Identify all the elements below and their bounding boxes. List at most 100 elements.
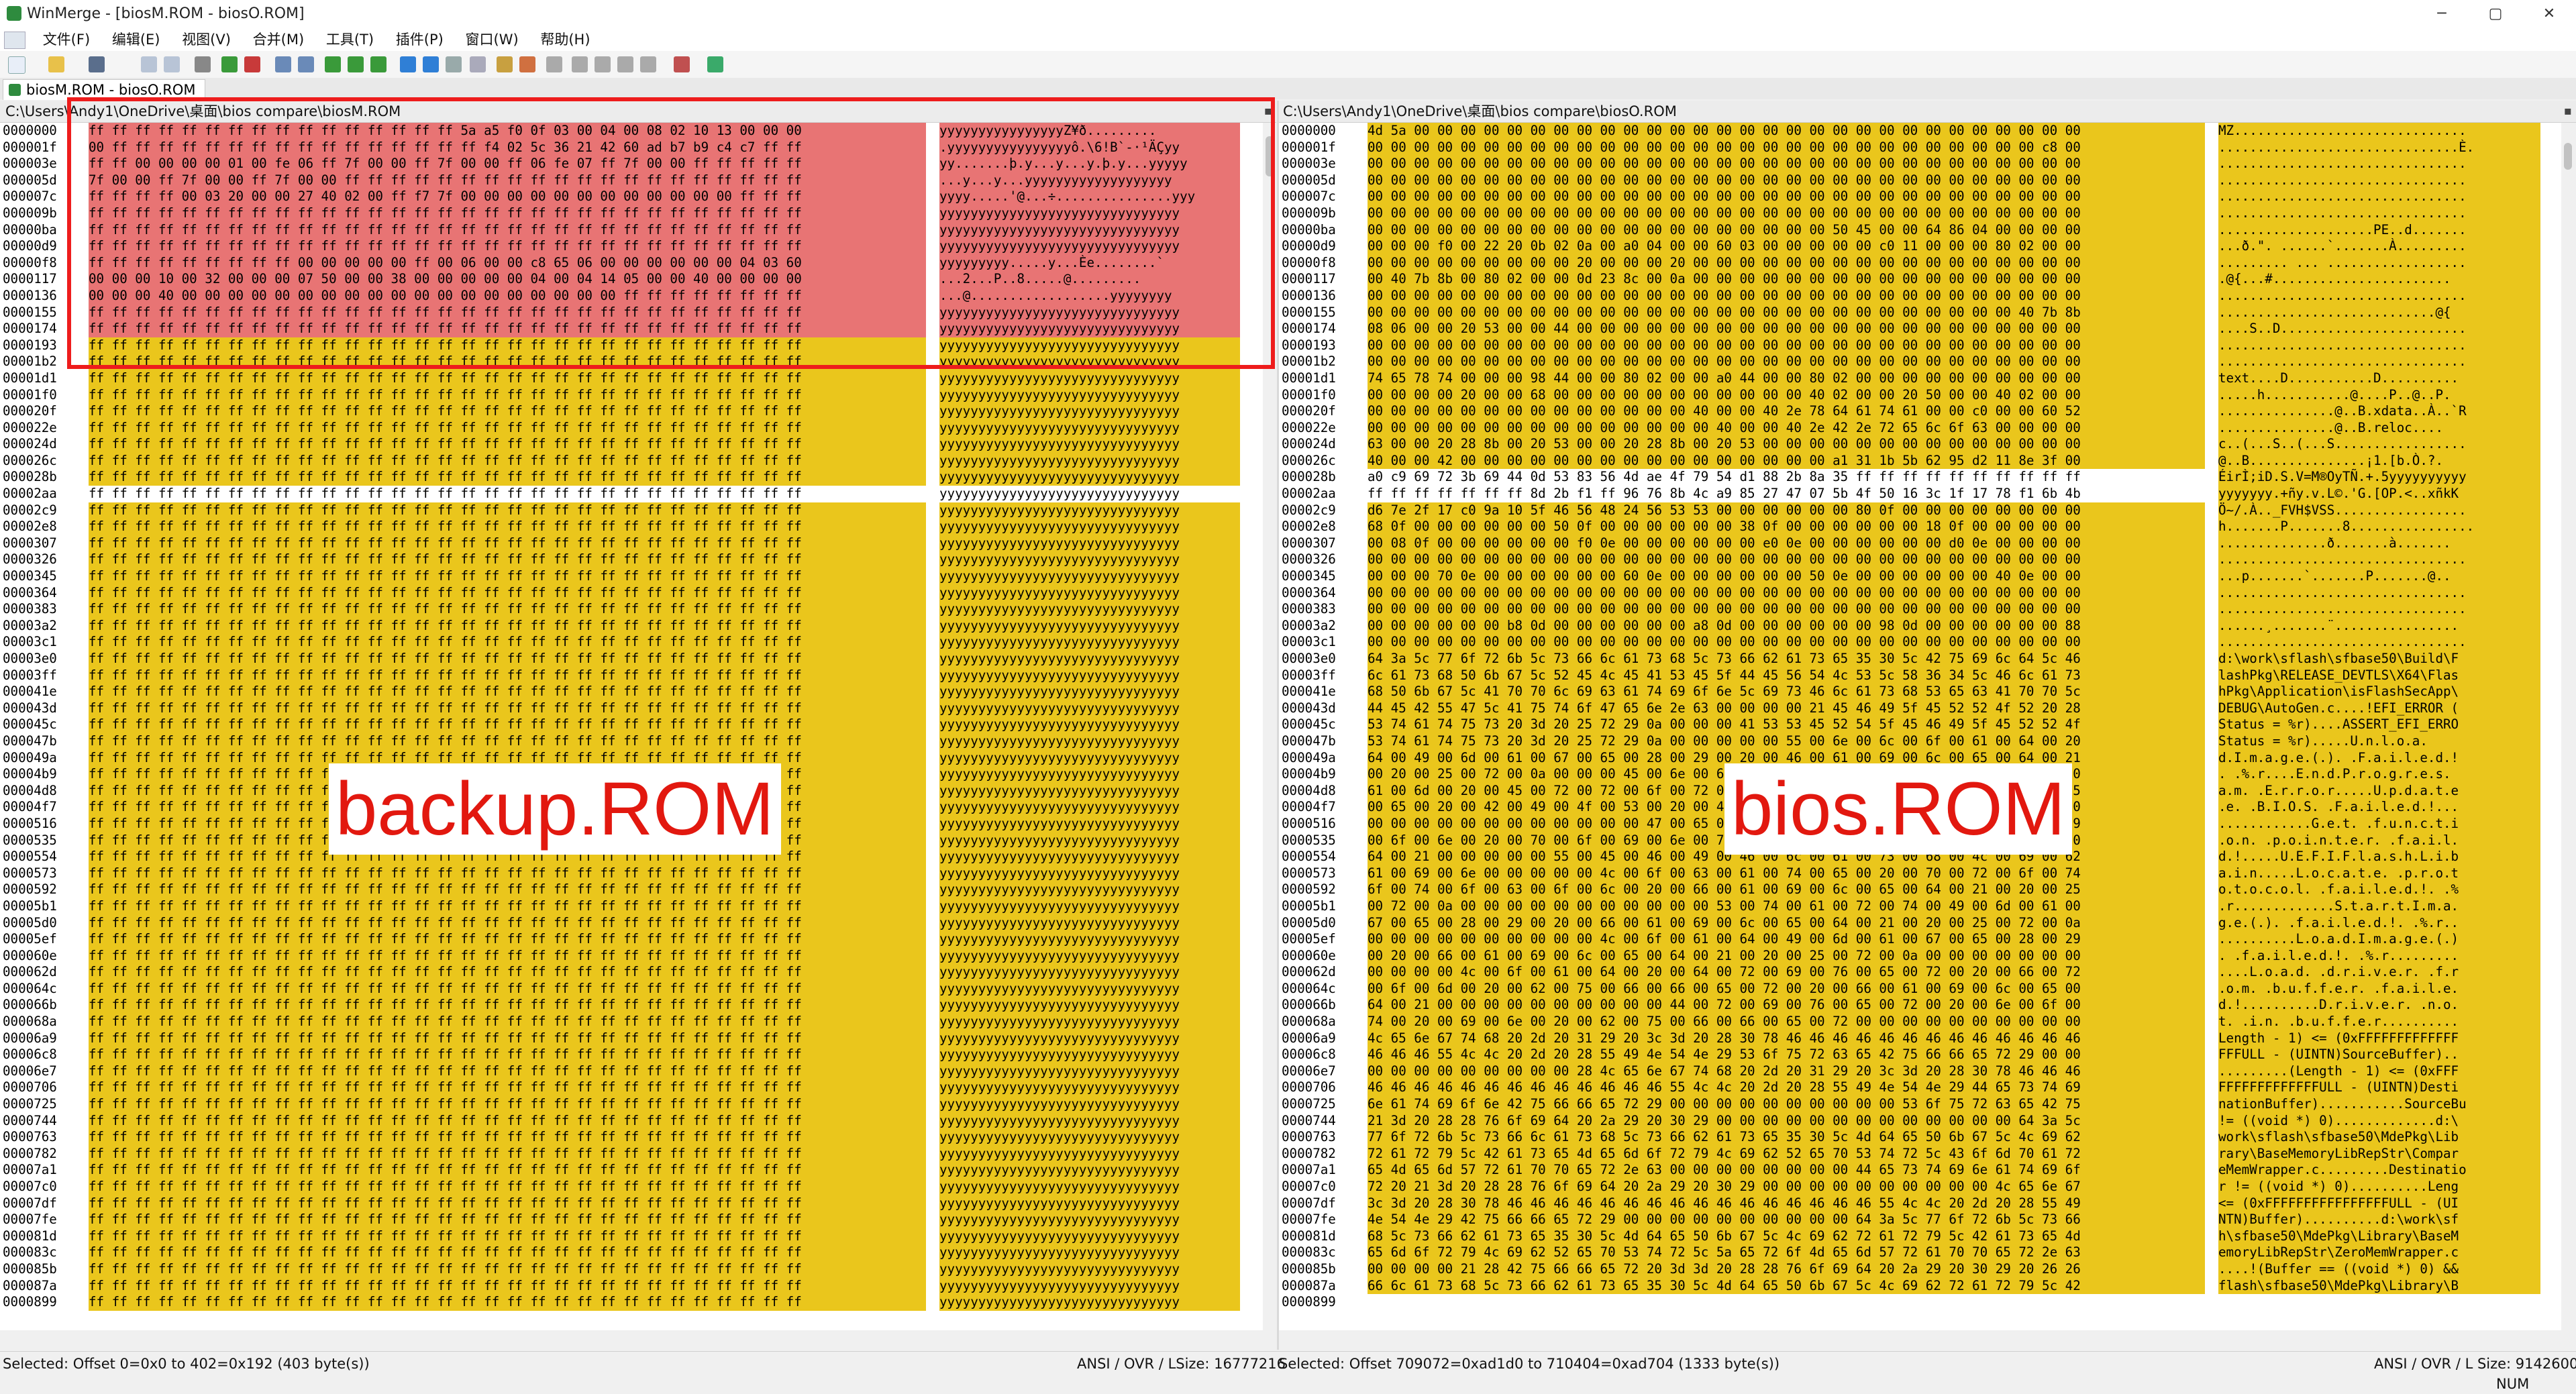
hex-row[interactable]: 0000782 ff ff ff ff ff ff ff ff ff ff ff … xyxy=(0,1145,1240,1163)
hex-row[interactable]: 000045c ff ff ff ff ff ff ff ff ff ff ff … xyxy=(0,716,1240,733)
menu-plugins[interactable]: 插件(P) xyxy=(395,32,444,48)
current-diff-icon[interactable] xyxy=(298,56,314,72)
merge-right-icon[interactable] xyxy=(400,56,416,72)
hex-row[interactable]: 0000326 ff ff ff ff ff ff ff ff ff ff ff … xyxy=(0,551,1240,569)
hex-row[interactable]: 0000763 ff ff ff ff ff ff ff ff ff ff ff … xyxy=(0,1129,1240,1146)
tab-bios-compare[interactable]: biosM.ROM - biosO.ROM xyxy=(3,79,206,100)
hex-row[interactable]: 000003e ff ff 00 00 00 00 01 00 fe 06 ff … xyxy=(0,156,1240,172)
hex-row[interactable]: 0000136 00 00 00 00 00 00 00 00 00 00 00 … xyxy=(1279,287,2540,305)
hex-row[interactable]: 00000ba 00 00 00 00 00 00 00 00 00 00 00 … xyxy=(1279,221,2540,239)
hex-row[interactable]: 000087a 66 6c 61 73 68 5c 73 66 62 61 73 … xyxy=(1279,1277,2540,1295)
hex-row[interactable]: 00003e0 ff ff ff ff ff ff ff ff ff ff ff … xyxy=(0,651,1240,667)
hex-row[interactable]: 00007a1 65 4d 65 6d 57 72 61 70 70 65 72 … xyxy=(1279,1162,2540,1179)
hex-row[interactable]: 00000f8 ff ff ff ff ff ff ff ff ff 00 00 … xyxy=(0,254,1240,272)
hex-row[interactable]: 0000744 ff ff ff ff ff ff ff ff ff ff ff … xyxy=(0,1112,1240,1130)
hex-row[interactable]: 00002aa ff ff ff ff ff ff ff ff ff ff ff … xyxy=(0,486,1240,502)
hex-row[interactable]: 000060e 00 20 00 66 00 61 00 69 00 6c 00 … xyxy=(1279,947,2540,965)
hex-row[interactable]: 000009b 00 00 00 00 00 00 00 00 00 00 00 … xyxy=(1279,205,2540,222)
hex-row[interactable]: 000045c 53 74 61 74 75 73 20 3d 20 25 72 … xyxy=(1279,716,2540,733)
close-button[interactable]: ✕ xyxy=(2542,5,2556,22)
hex-row[interactable]: 00002e8 68 0f 00 00 00 00 00 00 50 0f 00 … xyxy=(1279,519,2540,535)
hex-row[interactable]: 00007fe ff ff ff ff ff ff ff ff ff ff ff … xyxy=(0,1212,1240,1228)
hex-row[interactable]: 00003e0 64 3a 5c 77 6f 72 6b 5c 73 66 6c … xyxy=(1279,651,2540,667)
minimize-button[interactable]: ─ xyxy=(2437,5,2446,22)
hex-row[interactable]: 00007c0 72 20 21 3d 20 28 28 76 6f 69 64 … xyxy=(1279,1179,2540,1195)
hex-row[interactable]: 000026c 40 00 00 42 00 00 00 00 00 00 00 … xyxy=(1279,452,2540,470)
hex-row[interactable]: 000007c 00 00 00 00 00 00 00 00 00 00 00 … xyxy=(1279,189,2540,205)
next-diff-icon[interactable] xyxy=(221,56,238,72)
hex-row[interactable]: 000068a 74 00 20 00 69 00 6e 00 20 00 62 … xyxy=(1279,1014,2540,1030)
hex-row[interactable]: 000024d 63 00 00 20 28 8b 00 20 53 00 00 … xyxy=(1279,436,2540,453)
bookmark-icon[interactable] xyxy=(546,56,562,72)
hex-row[interactable]: 0000554 64 00 21 00 00 00 00 00 55 00 45 … xyxy=(1279,849,2540,865)
hex-row[interactable]: 00007df ff ff ff ff ff ff ff ff ff ff ff … xyxy=(0,1195,1240,1212)
hex-row[interactable]: 000020f ff ff ff ff ff ff ff ff ff ff ff … xyxy=(0,403,1240,420)
hex-row[interactable]: 0000782 72 61 72 79 5c 42 61 73 65 4d 65 … xyxy=(1279,1145,2540,1163)
go-next-icon[interactable] xyxy=(617,56,633,72)
save-icon[interactable] xyxy=(89,56,105,72)
hex-row[interactable]: 00006a9 4c 65 6e 67 74 68 20 2d 20 31 29 … xyxy=(1279,1030,2540,1047)
menu-edit[interactable]: 编辑(E) xyxy=(111,32,160,48)
hex-row[interactable]: 0000364 ff ff ff ff ff ff ff ff ff ff ff … xyxy=(0,584,1240,602)
hex-row[interactable]: 00005b1 00 72 00 0a 00 00 00 00 00 00 00 … xyxy=(1279,898,2540,915)
hex-row[interactable]: 0000155 00 00 00 00 00 00 00 00 00 00 00 … xyxy=(1279,304,2540,321)
hex-row[interactable]: 000068a ff ff ff ff ff ff ff ff ff ff ff … xyxy=(0,1014,1240,1030)
right-hex-view[interactable]: 0000000 4d 5a 00 00 00 00 00 00 00 00 00 … xyxy=(1279,123,2561,1330)
hex-row[interactable]: 0000383 00 00 00 00 00 00 00 00 00 00 00 … xyxy=(1279,601,2540,618)
hex-row[interactable]: 00006a9 ff ff ff ff ff ff ff ff ff ff ff … xyxy=(0,1030,1240,1047)
open-folder-icon[interactable] xyxy=(48,56,64,72)
hex-row[interactable]: 0000592 6f 00 74 00 6f 00 63 00 6f 00 6c … xyxy=(1279,881,2540,898)
hex-row[interactable]: 0000000 4d 5a 00 00 00 00 00 00 00 00 00 … xyxy=(1279,123,2540,140)
hex-row[interactable]: 0000364 00 00 00 00 00 00 00 00 00 00 00 … xyxy=(1279,584,2540,602)
hex-row[interactable]: 0000725 ff ff ff ff ff ff ff ff ff ff ff … xyxy=(0,1096,1240,1113)
hex-row[interactable]: 00000d9 ff ff ff ff ff ff ff ff ff ff ff … xyxy=(0,238,1240,255)
hex-row[interactable]: 00006c8 46 46 46 55 4c 4c 20 2d 20 28 55 … xyxy=(1279,1047,2540,1063)
hex-row[interactable]: 0000899 ff ff ff ff ff ff ff ff ff ff ff … xyxy=(0,1294,1240,1311)
wrap-icon[interactable] xyxy=(674,56,690,72)
hex-row[interactable]: 0000307 00 08 0f 00 00 00 00 00 00 f0 0e … xyxy=(1279,535,2540,552)
hex-row[interactable]: 0000117 00 40 7b 8b 00 80 02 00 00 0d 23 … xyxy=(1279,271,2540,288)
hex-row[interactable]: 000001f 00 ff ff ff ff ff ff ff ff ff ff … xyxy=(0,139,1240,156)
hex-row[interactable]: 000009b ff ff ff ff ff ff ff ff ff ff ff … xyxy=(0,205,1240,222)
hex-row[interactable]: 00001d1 74 65 78 74 00 00 00 98 44 00 00 … xyxy=(1279,370,2540,387)
hex-row[interactable]: 0000000 ff ff ff ff ff ff ff ff ff ff ff … xyxy=(0,123,1240,140)
hex-row[interactable]: 0000744 21 3d 20 28 28 76 6f 69 64 20 2a … xyxy=(1279,1112,2540,1130)
hex-row[interactable]: 000064c 00 6f 00 6d 00 20 00 62 00 75 00 … xyxy=(1279,980,2540,998)
hex-row[interactable]: 00003ff ff ff ff ff ff ff ff ff ff ff ff … xyxy=(0,667,1240,684)
hex-row[interactable]: 000049a ff ff ff ff ff ff ff ff ff ff ff … xyxy=(0,749,1240,767)
hex-row[interactable]: 000043d ff ff ff ff ff ff ff ff ff ff ff … xyxy=(0,700,1240,717)
hex-row[interactable]: 0000706 46 46 46 46 46 46 46 46 46 46 46 … xyxy=(1279,1079,2540,1097)
hex-row[interactable]: 000085b 00 00 00 00 21 28 42 75 66 66 65 … xyxy=(1279,1261,2540,1278)
hex-row[interactable]: 00006e7 ff ff ff ff ff ff ff ff ff ff ff … xyxy=(0,1063,1240,1080)
hex-row[interactable]: 0000345 ff ff ff ff ff ff ff ff ff ff ff … xyxy=(0,568,1240,585)
hex-row[interactable]: 00007c0 ff ff ff ff ff ff ff ff ff ff ff … xyxy=(0,1179,1240,1195)
copy-left-icon[interactable] xyxy=(348,56,364,72)
hex-row[interactable]: 0000592 ff ff ff ff ff ff ff ff ff ff ff … xyxy=(0,881,1240,898)
hex-row[interactable]: 0000725 6e 61 74 69 6f 6e 42 75 66 66 65 … xyxy=(1279,1096,2540,1113)
hex-row[interactable]: 000062d 00 00 00 00 4c 00 6f 00 61 00 64 … xyxy=(1279,964,2540,981)
hex-row[interactable]: 00005ef ff ff ff ff ff ff ff ff ff ff ff … xyxy=(0,931,1240,948)
hex-row[interactable]: 000049a 64 00 49 00 6d 00 61 00 67 00 65 … xyxy=(1279,749,2540,767)
hex-row[interactable]: 00007fe 4e 54 4e 29 42 75 66 66 65 72 29 … xyxy=(1279,1212,2540,1228)
menu-file[interactable]: 文件(F) xyxy=(42,32,91,48)
hex-row[interactable]: 000047b ff ff ff ff ff ff ff ff ff ff ff … xyxy=(0,733,1240,750)
hex-row[interactable]: 00002c9 d6 7e 2f 17 c0 9a 10 5f 46 56 48 … xyxy=(1279,502,2540,519)
hex-row[interactable]: 000001f 00 00 00 00 00 00 00 00 00 00 00 … xyxy=(1279,139,2540,156)
hex-row[interactable]: 00003c1 ff ff ff ff ff ff ff ff ff ff ff … xyxy=(0,634,1240,651)
hex-row[interactable]: 0000573 ff ff ff ff ff ff ff ff ff ff ff … xyxy=(0,865,1240,882)
hex-row[interactable]: 000083c ff ff ff ff ff ff ff ff ff ff ff … xyxy=(0,1244,1240,1261)
hex-row[interactable]: 000005d 7f 00 00 ff 7f 00 00 ff 7f 00 00 … xyxy=(0,172,1240,189)
hex-row[interactable]: 00003c1 00 00 00 00 00 00 00 00 00 00 00 … xyxy=(1279,634,2540,651)
compare-icon[interactable] xyxy=(497,56,513,72)
go-last-icon[interactable] xyxy=(640,56,656,72)
print-icon[interactable] xyxy=(195,56,211,72)
hex-row[interactable]: 00001d1 ff ff ff ff ff ff ff ff ff ff ff … xyxy=(0,370,1240,387)
refresh-compare-icon[interactable] xyxy=(519,56,535,72)
go-first-icon[interactable] xyxy=(572,56,588,72)
maximize-button[interactable]: ▢ xyxy=(2488,5,2503,22)
hex-row[interactable]: 000028b ff ff ff ff ff ff ff ff ff ff ff … xyxy=(0,469,1240,486)
hex-row[interactable]: 000066b ff ff ff ff ff ff ff ff ff ff ff … xyxy=(0,997,1240,1014)
hex-row[interactable]: 000083c 65 6d 6f 72 79 4c 69 62 52 65 70 … xyxy=(1279,1244,2540,1261)
hex-row[interactable]: 000043d 44 45 42 55 47 5c 41 75 74 6f 47 … xyxy=(1279,700,2540,717)
hex-row[interactable]: 0000345 00 00 00 70 0e 00 00 00 00 00 00 … xyxy=(1279,568,2540,585)
